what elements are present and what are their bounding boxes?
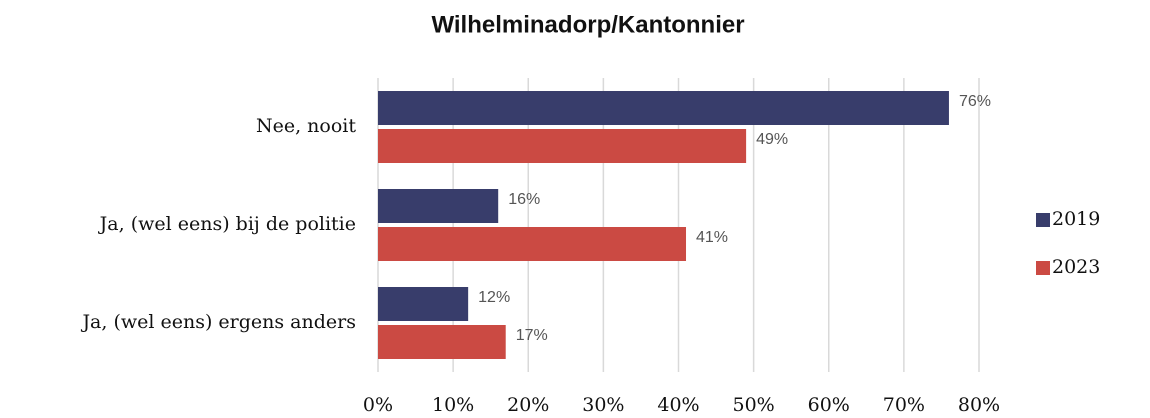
x-tick-label: 40% (657, 394, 699, 416)
bar (378, 287, 469, 321)
y-tick-label: Nee, nooit (256, 115, 356, 137)
data-label: 76% (959, 93, 991, 110)
chart-title: Wilhelminadorp/Kantonnier (431, 11, 744, 38)
bar (378, 129, 747, 163)
x-tick-label: 70% (883, 394, 925, 416)
x-tick-label: 30% (582, 394, 624, 416)
x-tick-label: 80% (958, 394, 1000, 416)
x-tick-label: 0% (363, 394, 393, 416)
y-tick-label: Ja, (wel eens) bij de politie (98, 213, 356, 235)
bar (378, 227, 687, 261)
bar (378, 189, 499, 223)
legend-label: 2019 (1052, 208, 1100, 230)
legend-label: 2023 (1052, 256, 1100, 278)
bar (378, 91, 949, 125)
data-label: 49% (756, 131, 788, 148)
x-tick-label: 60% (808, 394, 850, 416)
x-tick-label: 50% (733, 394, 775, 416)
data-label: 16% (508, 191, 540, 208)
data-label: 41% (696, 229, 728, 246)
x-tick-label: 20% (507, 394, 549, 416)
data-label: 17% (516, 327, 548, 344)
legend-swatch (1036, 213, 1050, 227)
x-tick-label: 10% (432, 394, 474, 416)
y-tick-label: Ja, (wel eens) ergens anders (80, 311, 356, 333)
data-label: 12% (478, 289, 510, 306)
bar (378, 325, 506, 359)
legend-swatch (1036, 261, 1050, 275)
